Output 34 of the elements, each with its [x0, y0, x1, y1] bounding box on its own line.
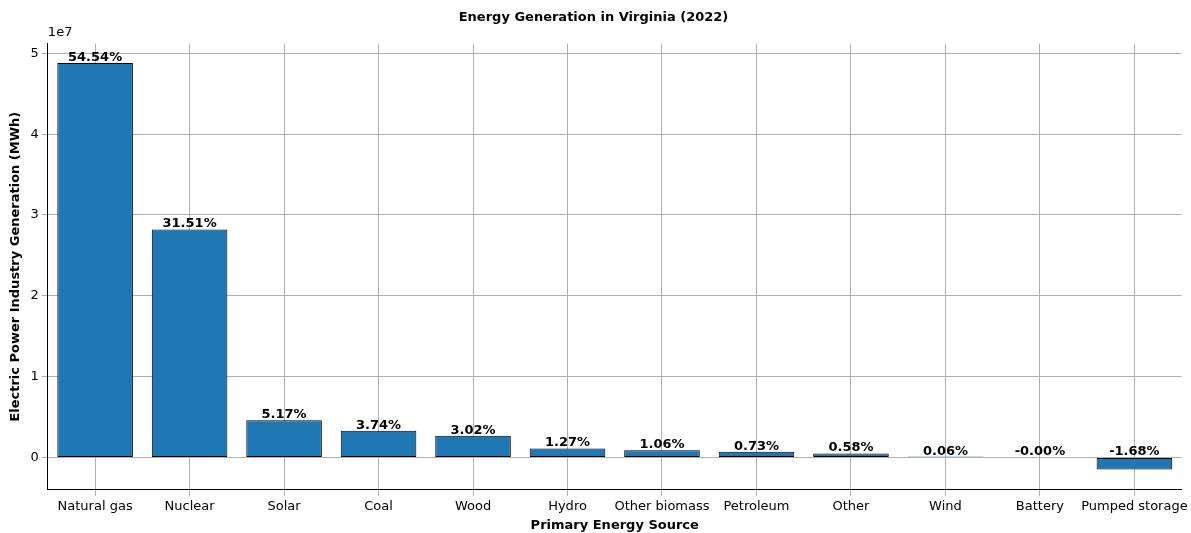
annotation: -1.68% — [1109, 443, 1160, 459]
x-tick-label: Wind — [929, 497, 962, 513]
x-tick-label: Petroleum — [723, 497, 790, 513]
x-tick-label: Wood — [454, 497, 492, 513]
annotation: 1.06% — [639, 436, 685, 452]
x-tick-label: Other — [832, 497, 871, 513]
x-tick-label: Nuclear — [164, 497, 216, 513]
x-axis-title: Primary Energy Source — [530, 516, 700, 532]
text: 1e7 — [47, 24, 73, 40]
annotation: 0.06% — [922, 442, 968, 458]
x-tick-label: Natural gas — [57, 497, 133, 513]
x-tick-label: Hydro — [548, 497, 587, 513]
x-tick-label: Solar — [267, 497, 302, 513]
y-tick-label: 1 — [30, 368, 39, 384]
y-tick-label: 4 — [30, 125, 39, 141]
y-tick-label: 0 — [30, 448, 39, 464]
x-tick-label: Other biomass — [614, 497, 710, 513]
y-axis-title: Electric Power Industry Generation (MWh) — [7, 111, 23, 422]
annotation: -0.00% — [1014, 443, 1066, 459]
annotation: 5.17% — [261, 406, 307, 422]
x-tick-label: Battery — [1015, 497, 1065, 513]
y-tick-label: 5 — [30, 44, 39, 60]
annotation: 1.27% — [544, 434, 591, 450]
annotation: 54.54% — [68, 48, 123, 64]
y-tick-label: 2 — [30, 287, 39, 303]
x-tick-label: Coal — [364, 497, 393, 513]
annotation: 0.58% — [828, 439, 874, 455]
y-tick-label: 3 — [30, 206, 39, 222]
annotation: 3.74% — [356, 416, 402, 432]
annotation: 0.73% — [733, 437, 780, 453]
x-tick-label: Pumped storage — [1081, 497, 1188, 513]
annotation: 3.02% — [450, 421, 496, 437]
chart-title: Energy Generation in Virginia (2022) — [458, 9, 729, 25]
annotation: 31.51% — [162, 215, 217, 231]
